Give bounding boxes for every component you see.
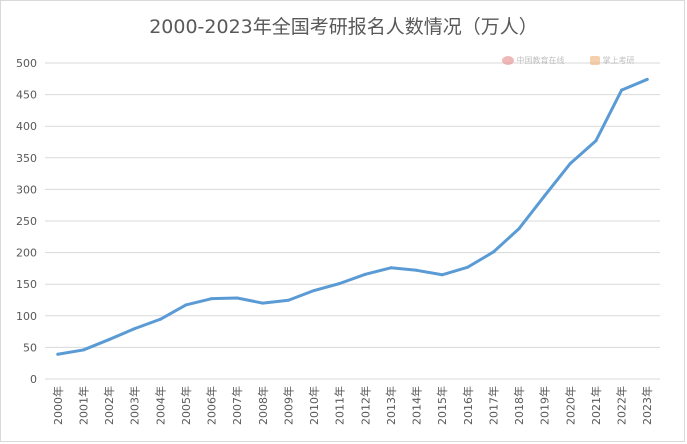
- watermark-logo-right-icon: [590, 56, 600, 65]
- data-point: [594, 139, 598, 143]
- x-tick-label: 2001年: [76, 386, 90, 425]
- y-tick-label: 150: [16, 278, 37, 291]
- data-point: [107, 338, 111, 342]
- data-point: [389, 266, 393, 270]
- data-point: [491, 250, 495, 254]
- x-tick-label: 2004年: [153, 386, 167, 425]
- x-tick-label: 2020年: [563, 386, 577, 425]
- x-tick-label: 2012年: [358, 386, 372, 425]
- x-tick-label: 2023年: [640, 386, 654, 425]
- data-point: [363, 272, 367, 276]
- x-axis-ticks: 2000年 2001年 2002年 2003年 2004年 2005年 2006年 2007年…: [51, 386, 654, 425]
- data-point: [133, 327, 137, 331]
- data-point: [261, 301, 265, 305]
- x-tick-label: 2003年: [128, 386, 142, 425]
- data-point: [56, 352, 60, 356]
- x-tick-label: 2006年: [205, 386, 219, 425]
- data-point: [338, 282, 342, 286]
- x-tick-label: 2013年: [384, 386, 398, 425]
- x-tick-label: 2011年: [333, 386, 347, 425]
- y-tick-label: 500: [16, 57, 37, 70]
- y-tick-label: 400: [16, 120, 37, 133]
- data-point: [158, 317, 162, 321]
- data-point: [440, 273, 444, 277]
- x-tick-label: 2015年: [435, 386, 449, 425]
- gridlines: [45, 62, 660, 380]
- data-point: [568, 161, 572, 165]
- data-point: [312, 289, 316, 293]
- y-tick-label: 0: [30, 373, 37, 386]
- y-tick-label: 250: [16, 215, 37, 228]
- watermark-logo-left: 中国教育在线: [502, 55, 565, 66]
- data-point: [517, 227, 521, 231]
- x-tick-label: 2000年: [51, 386, 65, 425]
- chart-title: 2000-2023年全国考研报名人数情况（万人）: [149, 16, 538, 38]
- data-point: [543, 194, 547, 198]
- x-tick-label: 2017年: [486, 386, 500, 425]
- y-tick-label: 350: [16, 152, 37, 165]
- x-tick-label: 2021年: [589, 386, 603, 425]
- x-tick-label: 2022年: [615, 386, 629, 425]
- series-line-0: [56, 77, 649, 356]
- x-tick-label: 2010年: [307, 386, 321, 425]
- data-point: [286, 298, 290, 302]
- data-point: [184, 303, 188, 307]
- x-tick-label: 2016年: [461, 386, 475, 425]
- x-tick-label: 2014年: [410, 386, 424, 425]
- data-point: [210, 297, 214, 301]
- y-tick-label: 450: [16, 89, 37, 102]
- data-point: [235, 296, 239, 300]
- x-tick-label: 2008年: [256, 386, 270, 425]
- x-tick-label: 2007年: [230, 386, 244, 425]
- y-tick-label: 300: [16, 183, 37, 196]
- x-tick-label: 2009年: [281, 386, 295, 425]
- y-tick-label: 50: [23, 341, 37, 354]
- x-tick-label: 2018年: [512, 386, 526, 425]
- data-point: [81, 348, 85, 352]
- watermark-logo-left-text: 中国教育在线: [516, 56, 565, 65]
- data-point: [415, 268, 419, 272]
- x-tick-label: 2019年: [538, 386, 552, 425]
- y-tick-label: 100: [16, 310, 37, 323]
- data-point: [620, 88, 624, 92]
- data-point: [645, 77, 649, 81]
- y-tick-label: 200: [16, 247, 37, 260]
- x-tick-label: 2005年: [179, 386, 193, 425]
- watermark-logo-right: 掌上考研: [590, 55, 635, 66]
- data-point: [466, 265, 470, 269]
- watermark-logo-right-text: 掌上考研: [602, 56, 635, 65]
- y-axis-ticks: 0 50 100 150 200 250 300 350 400 450 500: [16, 57, 37, 386]
- x-tick-label: 2002年: [102, 386, 116, 425]
- series-lines: [56, 77, 649, 356]
- watermark-logo-left-icon: [502, 56, 514, 65]
